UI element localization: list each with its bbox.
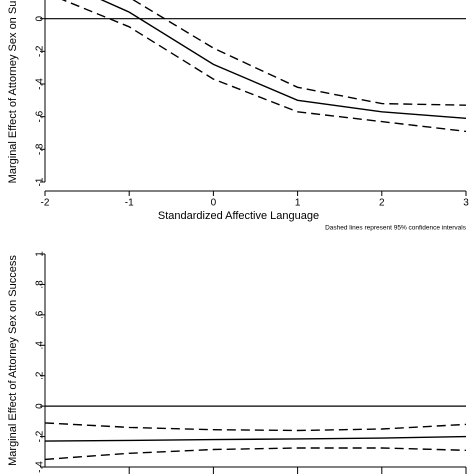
top-y-tick-label: 0 <box>35 15 46 21</box>
bottom-y-tick-label: .6 <box>35 310 46 319</box>
bottom-y-axis-title: Marginal Effect of Attorney Sex on Succe… <box>7 255 19 466</box>
bottom-y-tick-label: -.2 <box>35 430 46 442</box>
top-upper-ci-line <box>132 0 467 106</box>
top-y-axis-title: Marginal Effect of Attorney Sex on Su <box>7 1 19 184</box>
top-lower-ci-line <box>61 0 467 133</box>
top-y-tick-label: -.4 <box>35 78 46 90</box>
bottom-y-tick-label: 1 <box>35 251 46 257</box>
top-estimate-line <box>100 0 467 119</box>
top-x-tick-label: 1 <box>295 198 301 209</box>
top-x-tick-label: 2 <box>379 198 385 209</box>
top-x-tick-label: -2 <box>41 198 50 209</box>
top-confidence-note: Dashed lines represent 95% confidence in… <box>325 225 467 232</box>
bottom-lower-ci-line <box>44 447 467 461</box>
bottom-y-tick-label: 0 <box>35 403 46 409</box>
top-y-tick-label: -.8 <box>35 143 46 155</box>
bottom-upper-ci-line <box>44 422 467 432</box>
bottom-estimate-line <box>44 435 467 442</box>
bottom-y-tick-label: .4 <box>35 341 46 350</box>
top-panel: 0 -.2 -.4 -.6 -.8 -1 -2 -1 0 1 2 3 Marginal Effect o… <box>7 0 469 232</box>
top-x-axis-title: Standardized Affective Language <box>158 210 319 222</box>
bottom-y-tick-label: .8 <box>35 280 46 289</box>
top-y-tick-label: -.6 <box>35 110 46 122</box>
top-x-tick-label: 0 <box>211 198 217 209</box>
top-y-tick-label: -.2 <box>35 45 46 57</box>
bottom-y-tick-label: .2 <box>35 371 46 380</box>
top-x-tick-label: -1 <box>125 198 134 209</box>
top-y-tick-label: -1 <box>35 177 46 186</box>
bottom-y-tick-label: -.4 <box>35 461 46 473</box>
bottom-panel: 1 .8 .6 .4 .2 0 -.2 -.4 Marginal Effect of Attor… <box>7 251 467 474</box>
top-x-tick-label: 3 <box>463 198 469 209</box>
